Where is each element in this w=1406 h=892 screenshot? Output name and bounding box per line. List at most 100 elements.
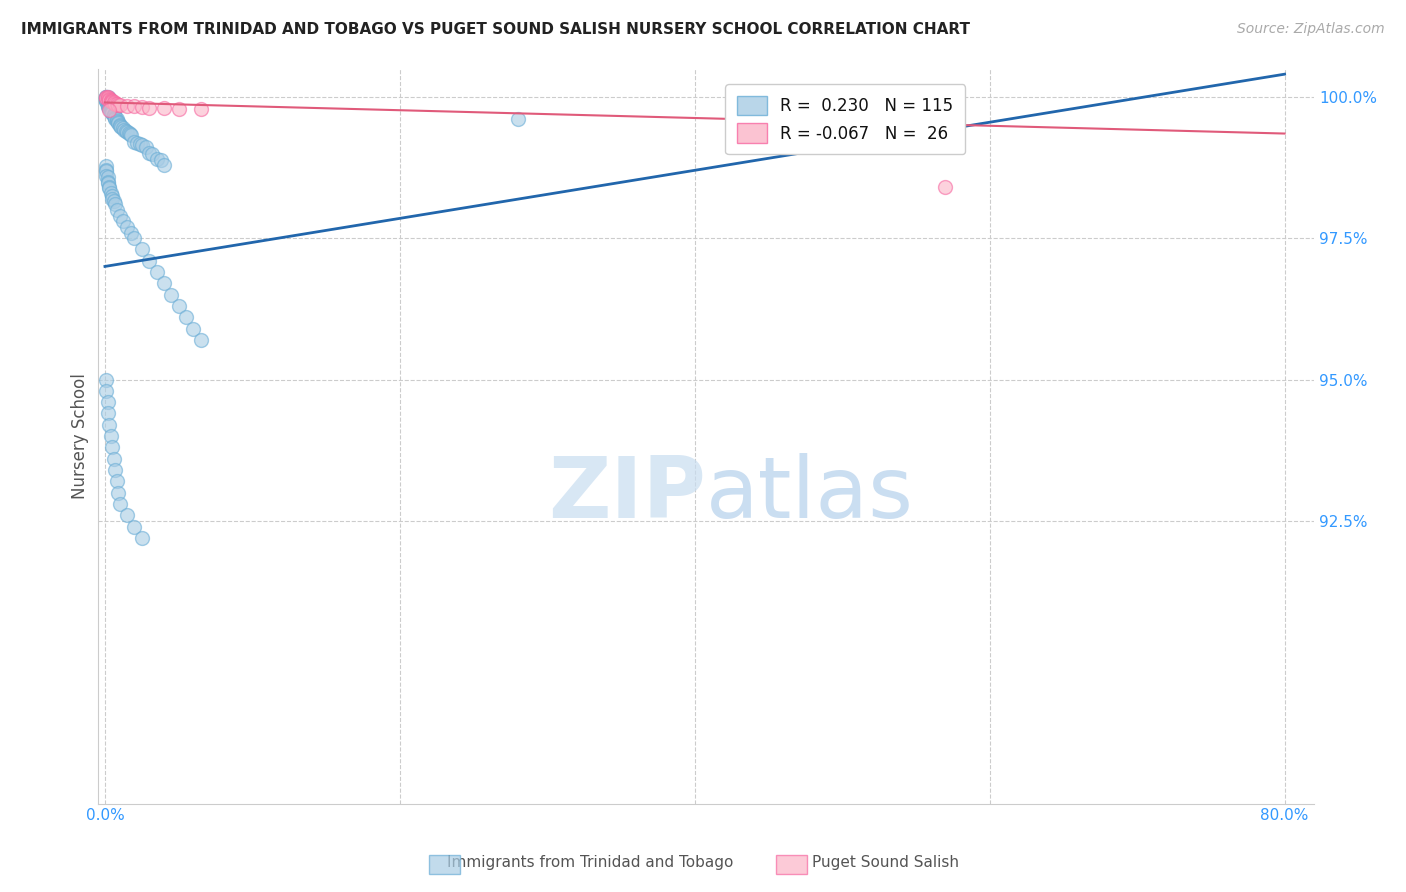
Text: Immigrants from Trinidad and Tobago: Immigrants from Trinidad and Tobago (447, 855, 734, 870)
Point (101, 192, 124, 206)
Point (97, 90, 120, 104)
Point (127, 136, 149, 150)
Point (97, 99, 120, 113)
Text: atlas: atlas (706, 453, 914, 536)
Point (121, 226, 143, 240)
Point (131, 138, 153, 153)
Point (135, 139, 157, 153)
Point (105, 113, 128, 128)
Point (145, 152, 167, 166)
Point (98, 95, 121, 109)
Point (103, 109, 125, 123)
Point (105, 475, 128, 489)
Point (506, 112, 529, 127)
Point (98, 91, 121, 105)
Point (107, 116, 129, 130)
Text: Puget Sound Salish: Puget Sound Salish (813, 855, 959, 870)
Point (174, 310, 197, 325)
Point (97, 95, 120, 109)
Point (105, 97, 128, 112)
Point (98, 96, 121, 111)
Point (97, 90, 120, 104)
Point (131, 531, 153, 545)
Legend: R =  0.230   N = 115, R = -0.067   N =  26: R = 0.230 N = 115, R = -0.067 N = 26 (725, 84, 965, 154)
Point (118, 127, 141, 141)
Point (96, 91, 118, 105)
Point (101, 95, 124, 109)
Point (100, 93, 122, 107)
Point (153, 158, 176, 172)
Point (129, 137, 152, 152)
Point (96, 93, 118, 107)
Point (97, 93, 120, 107)
Point (96, 94, 118, 108)
Point (131, 100, 153, 114)
Point (96, 90, 118, 104)
Point (96, 384, 118, 398)
Point (96, 95, 118, 109)
Point (97, 96, 120, 111)
Point (108, 119, 131, 133)
Point (124, 135, 146, 149)
Point (96, 90, 118, 104)
Point (138, 146, 160, 161)
Point (124, 231, 146, 245)
Point (100, 101, 122, 115)
Point (101, 441, 124, 455)
Point (167, 102, 190, 116)
Point (934, 180, 956, 194)
Point (98, 180, 121, 194)
Point (97, 91, 120, 105)
Point (100, 105, 122, 120)
Point (97, 407, 120, 421)
Point (98, 97, 121, 112)
Point (96, 372, 118, 386)
Point (160, 287, 183, 301)
Point (96, 163, 118, 178)
Point (145, 265, 167, 279)
Point (183, 321, 205, 335)
Point (111, 121, 134, 136)
Point (97, 170, 120, 185)
Point (153, 277, 176, 291)
Point (96, 159, 118, 173)
Point (97, 175, 120, 189)
Point (131, 243, 153, 257)
Y-axis label: Nursery School: Nursery School (72, 373, 89, 499)
Point (98, 95, 121, 110)
Point (141, 147, 163, 161)
Point (103, 95, 125, 110)
Point (112, 122, 135, 136)
Point (96, 90, 118, 104)
Point (98, 100, 121, 114)
Point (121, 128, 143, 143)
Point (100, 103, 122, 117)
Point (138, 253, 160, 268)
Point (107, 97, 129, 112)
Point (101, 105, 124, 120)
Point (98, 92, 121, 106)
Point (97, 100, 120, 114)
Point (100, 98, 122, 112)
Point (98, 103, 121, 117)
Point (98, 99, 121, 113)
Point (103, 107, 125, 121)
Point (167, 299, 190, 313)
Point (104, 110, 127, 124)
Point (103, 108, 125, 122)
Point (758, 93, 780, 107)
Point (111, 214, 134, 228)
Point (124, 99, 146, 113)
Point (115, 125, 138, 139)
Text: ZIP: ZIP (548, 453, 706, 536)
Point (190, 102, 212, 116)
Point (97, 95, 120, 110)
Point (107, 485, 129, 500)
Point (103, 194, 125, 209)
Point (124, 519, 146, 533)
Point (96, 91, 118, 105)
Point (100, 429, 122, 443)
Point (96, 92, 118, 106)
Point (97, 92, 120, 106)
Point (100, 99, 122, 113)
